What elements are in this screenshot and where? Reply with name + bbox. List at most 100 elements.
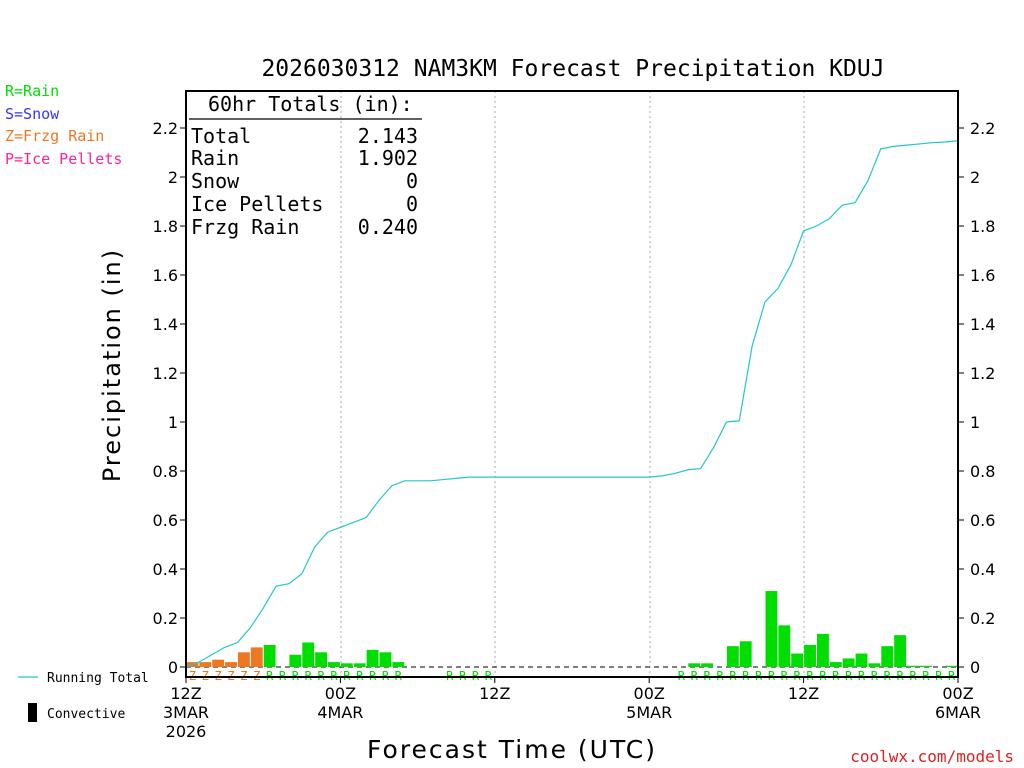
hourly-precip-bars — [186, 591, 958, 667]
y-axis-ticks: 0 00.2 0.20.4 0.40.6 0.60.8 0.81 11.2 1.21.4 1.4… — [153, 119, 996, 677]
precip-bar — [379, 652, 392, 667]
y-tick-label-left: 1 — [168, 413, 178, 432]
precip-bar — [289, 654, 302, 667]
footer-credit: coolwx.com/models — [850, 747, 1014, 766]
convective-legend-label: Convective — [47, 707, 125, 722]
y-axis-label: Precipitation (in) — [98, 248, 126, 482]
ptype-legend-snow: S=Snow — [5, 105, 60, 123]
precip-bar — [919, 665, 932, 667]
totals-label-rain: Rain — [191, 146, 239, 170]
totals-value-ice-pellets: 0 — [406, 192, 418, 216]
totals-label-snow: Snow — [191, 169, 240, 193]
convective-legend-swatch — [28, 703, 37, 722]
y-tick-label-right: 0.6 — [970, 511, 995, 530]
chart-title: 2026030312 NAM3KM Forecast Precipitation… — [261, 56, 884, 82]
precip-bar — [392, 662, 405, 667]
precip-bar — [894, 635, 907, 667]
precip-bar — [816, 633, 829, 667]
precip-bar — [225, 662, 237, 667]
y-tick-label-left: 1.2 — [153, 364, 178, 383]
y-tick-label-left: 2.2 — [153, 119, 178, 138]
x-axis-label: Forecast Time (UTC) — [367, 735, 657, 764]
plot-frame — [185, 90, 959, 678]
y-tick-label-left: 1.8 — [153, 217, 178, 236]
totals-value-snow: 0 — [406, 169, 418, 193]
precip-bar — [881, 646, 894, 667]
y-tick-label-left: 2 — [168, 168, 178, 187]
x-tick-label: 2026 — [166, 722, 207, 741]
x-tick-label: 6MAR — [935, 703, 981, 722]
x-tick-label: 12Z — [170, 684, 201, 703]
precip-bar — [250, 647, 263, 667]
y-tick-label-right: 0.2 — [970, 609, 995, 628]
totals-value-total: 2.143 — [358, 124, 418, 148]
totals-label-ice-pellets: Ice Pellets — [191, 192, 323, 216]
y-tick-label-right: 1 — [970, 413, 980, 432]
x-tick-label: 00Z — [325, 684, 356, 703]
precip-bar — [237, 652, 250, 667]
y-tick-label-left: 0.6 — [153, 511, 178, 530]
totals-value-rain: 1.902 — [358, 146, 418, 170]
precip-bar — [302, 642, 315, 667]
y-tick-label-left: 0 — [168, 658, 178, 677]
precip-bar — [778, 625, 791, 667]
precip-bar — [855, 653, 868, 667]
precip-bar — [212, 659, 225, 667]
x-tick-label: 00Z — [634, 684, 665, 703]
precip-bar — [199, 662, 212, 667]
grid-lines — [186, 91, 958, 677]
y-tick-label-right: 0.8 — [970, 462, 995, 481]
precip-bar — [328, 662, 340, 667]
precip-bar — [791, 653, 804, 667]
y-tick-label-left: 1.4 — [153, 315, 178, 334]
y-tick-label-right: 1.2 — [970, 364, 995, 383]
precip-bar — [907, 665, 919, 667]
precip-bar — [701, 663, 714, 667]
y-tick-label-right: 2.2 — [970, 119, 995, 138]
running-total-line — [185, 140, 959, 668]
precip-bar — [263, 644, 276, 667]
running-total-legend-label: Running Total — [47, 671, 149, 686]
y-tick-label-right: 2 — [970, 168, 980, 187]
ptype-legend-rain: R=Rain — [5, 82, 59, 100]
totals-label-frzg-rain: Frzg Rain — [191, 215, 299, 239]
ptype-legend-ice-pellets: P=Ice Pellets — [5, 150, 122, 168]
y-tick-label-right: 0 — [970, 658, 980, 677]
precip-bar — [315, 652, 328, 667]
y-tick-label-right: 0.4 — [970, 560, 995, 579]
totals-label-total: Total — [191, 124, 251, 148]
precip-bar — [340, 663, 353, 667]
x-tick-label: 12Z — [788, 684, 819, 703]
x-tick-label: 4MAR — [317, 703, 363, 722]
totals-value-frzg-rain: 0.240 — [358, 215, 418, 239]
precip-bar — [945, 665, 958, 667]
y-tick-label-right: 1.6 — [970, 266, 995, 285]
ptype-legend-frzg-rain: Z=Frzg Rain — [5, 127, 104, 145]
precip-bar — [765, 591, 778, 667]
series-legend: Running Total Convective — [18, 671, 149, 722]
y-tick-label-right: 1.8 — [970, 217, 995, 236]
precip-bar — [366, 649, 379, 667]
totals-box: 60hr Totals (in): Total 2.143 Rain 1.902… — [189, 92, 422, 239]
precip-bar — [688, 663, 701, 667]
precip-bar — [842, 658, 855, 667]
y-tick-label-left: 0.4 — [153, 560, 178, 579]
x-tick-label: 12Z — [479, 684, 510, 703]
y-tick-label-right: 1.4 — [970, 315, 995, 334]
x-tick-label: 5MAR — [626, 703, 672, 722]
precip-bar — [804, 644, 816, 667]
totals-heading: 60hr Totals (in): — [208, 92, 413, 116]
precip-bar — [868, 663, 881, 667]
precip-bar — [353, 663, 366, 667]
precip-bar — [739, 641, 752, 667]
precip-bar — [829, 662, 842, 667]
y-tick-label-left: 0.2 — [153, 609, 178, 628]
y-tick-label-left: 1.6 — [153, 266, 178, 285]
precip-bar — [726, 646, 739, 667]
x-tick-label: 00Z — [942, 684, 973, 703]
y-tick-label-left: 0.8 — [153, 462, 178, 481]
ptype-legend: R=Rain S=Snow Z=Frzg Rain P=Ice Pellets — [5, 82, 122, 168]
